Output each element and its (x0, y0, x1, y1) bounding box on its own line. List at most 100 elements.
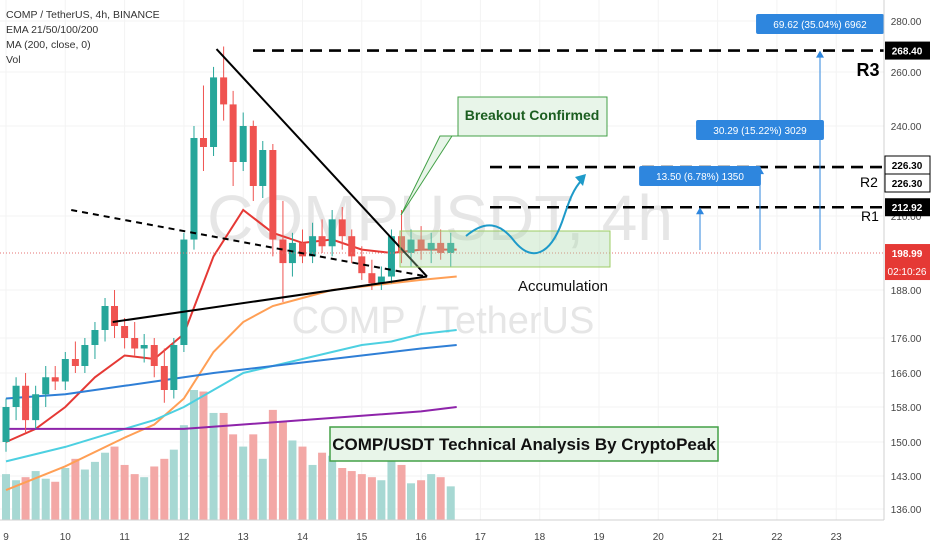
title-box-label: COMP/USDT Technical Analysis By CryptoPe… (332, 435, 716, 454)
x-tick-label: 17 (475, 532, 487, 543)
candle-body (61, 359, 69, 382)
y-tick-label: 280.00 (891, 17, 922, 28)
descending-trendline (215, 48, 428, 278)
candle-body (288, 242, 296, 264)
candle-body (170, 345, 178, 390)
candle-body (150, 345, 158, 366)
price-tag (884, 173, 931, 193)
candle-body (318, 236, 326, 247)
x-tick-label: 21 (712, 532, 724, 543)
volume-bar (367, 477, 376, 520)
volume-bar (51, 481, 60, 520)
r2-label: R2 (860, 174, 878, 190)
volume-bar (377, 480, 386, 520)
volume-bar (427, 474, 436, 520)
volume-bar (12, 480, 21, 520)
volume-bar (387, 458, 396, 520)
volume-bar (199, 391, 208, 520)
countdown-label: 02:10:26 (888, 267, 927, 278)
candle-body (259, 150, 267, 186)
volume-bar (249, 434, 258, 520)
grid (0, 0, 884, 520)
candle-body (121, 326, 129, 338)
ma-line-ema-50 (5, 275, 457, 492)
candle-body (91, 330, 99, 345)
breakout-callout (400, 96, 608, 216)
measure-label: 69.62 (35.04%) 6962 (773, 20, 867, 31)
candle-body (269, 150, 277, 240)
drawings: Breakout Confirmed Accumulation COMP/USDT … (0, 14, 884, 462)
volume-bars (2, 390, 455, 520)
volume-bar (110, 446, 119, 520)
y-tick-label: 260.00 (891, 68, 922, 79)
accumulation-zone (399, 230, 611, 268)
candle-body (2, 407, 10, 442)
volume-bar (90, 461, 99, 520)
volume-bar (179, 425, 188, 520)
volume-bar (338, 468, 347, 520)
candle-body (190, 138, 198, 240)
volume-bar (308, 464, 317, 520)
ascending-trendline (112, 275, 428, 323)
title-box (329, 426, 719, 462)
volume-bar (169, 449, 178, 520)
volume-bar (130, 474, 139, 520)
candle-body (12, 385, 20, 407)
x-tick-label: 20 (653, 532, 665, 543)
legend-symbol[interactable]: COMP / TetherUS, 4h, BINANCE (6, 9, 160, 21)
candle-body (368, 273, 376, 284)
candle-body (140, 345, 148, 349)
measure-arrowhead (696, 207, 704, 215)
r1-label: R1 (861, 208, 879, 224)
y-tick-label: 240.00 (891, 122, 922, 133)
projected-path (465, 179, 583, 255)
volume-bar (318, 452, 327, 520)
y-tick-label: 210.00 (891, 212, 922, 223)
x-tick-label: 15 (356, 532, 368, 543)
volume-bar (239, 446, 248, 520)
y-tick-label: 158.00 (891, 403, 922, 414)
volume-bar (189, 390, 198, 520)
x-tick-label: 22 (771, 532, 783, 543)
legend-vol[interactable]: Vol (6, 54, 21, 66)
volume-bar (80, 469, 89, 520)
volume-bar (229, 434, 238, 520)
volume-bar (268, 409, 277, 520)
moving-averages (5, 208, 457, 492)
candle-body (427, 242, 435, 250)
y-tick-label: 150.00 (891, 438, 922, 449)
candle-body (328, 219, 336, 247)
price-tag-label: 212.92 (892, 203, 923, 214)
volume-bar (209, 412, 218, 520)
candle-body (229, 104, 237, 162)
projected-path-arrowhead (575, 174, 586, 186)
candle-body (42, 377, 50, 395)
volume-bar (288, 440, 297, 520)
volume-bar (61, 468, 70, 520)
price-tag-label: 226.30 (892, 179, 923, 190)
measure-box (696, 120, 824, 140)
candle-body (220, 77, 228, 105)
dashed-support-line (71, 209, 428, 278)
x-tick-label: 16 (416, 532, 428, 543)
y-tick-label: 143.00 (891, 472, 922, 483)
price-tag-label: 268.40 (892, 47, 923, 58)
y-tick-label: 136.00 (891, 505, 922, 516)
x-tick-label: 11 (119, 532, 130, 543)
legend-ema[interactable]: EMA 21/50/100/200 (6, 24, 99, 36)
candle-body (358, 256, 366, 274)
candle-body (131, 338, 139, 349)
candle-body (338, 219, 346, 237)
accumulation-label: Accumulation (518, 278, 608, 295)
measure-label: 13.50 (6.78%) 1350 (656, 172, 744, 183)
x-tick-label: 19 (593, 532, 605, 543)
volume-bar (120, 464, 129, 520)
chart-legend: COMP / TetherUS, 4h, BINANCE EMA 21/50/1… (6, 8, 160, 68)
legend-ma[interactable]: MA (200, close, 0) (6, 39, 91, 51)
ma-line-ema-100 (5, 329, 457, 463)
volume-bar (278, 422, 287, 520)
candle-body (437, 242, 445, 253)
candle-body (32, 394, 40, 421)
volume-bar (219, 412, 228, 520)
volume-bar (258, 458, 267, 520)
